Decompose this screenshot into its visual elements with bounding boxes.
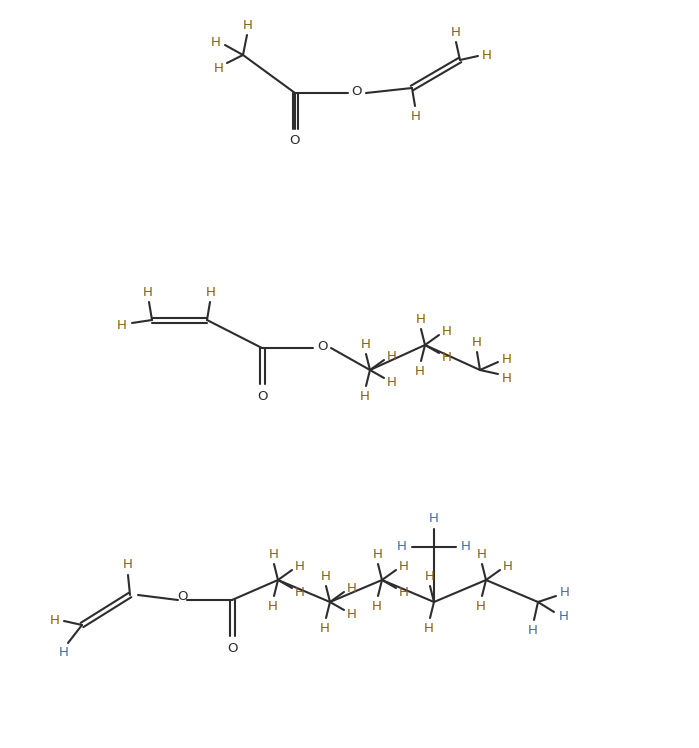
Text: H: H	[476, 599, 486, 613]
Text: H: H	[143, 286, 153, 298]
Text: O: O	[257, 390, 267, 402]
Text: H: H	[482, 49, 492, 61]
Text: H: H	[372, 599, 382, 613]
Text: H: H	[560, 586, 570, 599]
Text: H: H	[424, 622, 434, 634]
Text: H: H	[360, 390, 370, 402]
Text: H: H	[472, 336, 482, 349]
Text: H: H	[461, 541, 471, 554]
Text: H: H	[411, 109, 421, 123]
Text: H: H	[387, 349, 397, 363]
Text: H: H	[373, 548, 383, 560]
Text: H: H	[361, 337, 371, 351]
Text: H: H	[397, 541, 407, 554]
Text: H: H	[399, 560, 409, 572]
Text: H: H	[502, 352, 512, 366]
Text: O: O	[317, 340, 327, 352]
Text: H: H	[429, 512, 439, 526]
Text: H: H	[559, 610, 569, 624]
Text: O: O	[352, 85, 362, 97]
Text: O: O	[290, 133, 301, 147]
Text: H: H	[442, 325, 452, 337]
Text: H: H	[206, 286, 216, 298]
Text: H: H	[347, 581, 357, 595]
Text: H: H	[399, 586, 409, 598]
Text: H: H	[268, 599, 278, 613]
Text: H: H	[425, 569, 435, 583]
Text: H: H	[269, 548, 279, 560]
Text: H: H	[295, 586, 305, 598]
Text: H: H	[243, 19, 253, 31]
Text: H: H	[320, 622, 330, 634]
Text: H: H	[347, 607, 357, 621]
Text: H: H	[451, 25, 461, 38]
Text: H: H	[502, 372, 512, 384]
Text: H: H	[59, 646, 69, 660]
Text: H: H	[211, 35, 221, 49]
Text: H: H	[528, 624, 538, 637]
Text: O: O	[178, 590, 188, 604]
Text: H: H	[387, 375, 397, 388]
Text: O: O	[226, 642, 237, 654]
Text: H: H	[442, 351, 452, 364]
Text: H: H	[503, 560, 513, 572]
Text: H: H	[477, 548, 487, 560]
Text: H: H	[321, 569, 331, 583]
Text: H: H	[117, 319, 127, 331]
Text: H: H	[214, 61, 224, 75]
Text: H: H	[295, 560, 305, 572]
Text: H: H	[50, 613, 60, 627]
Text: H: H	[415, 364, 425, 378]
Text: H: H	[416, 313, 426, 325]
Text: H: H	[123, 559, 133, 571]
